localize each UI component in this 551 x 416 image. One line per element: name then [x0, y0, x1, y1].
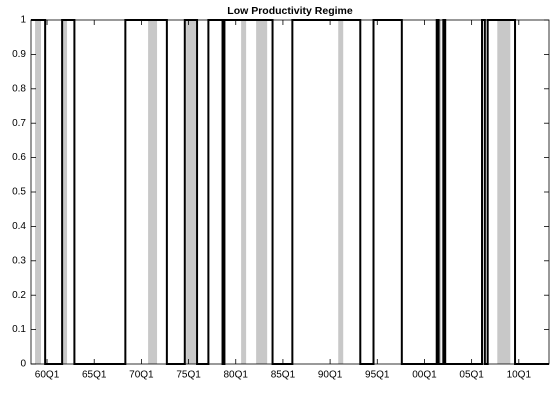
x-tick-label: 05Q1 — [459, 370, 484, 381]
y-tick-label: 0 — [20, 359, 26, 370]
y-tick-label: 0.3 — [12, 255, 26, 266]
y-tick-label: 0.8 — [12, 83, 26, 94]
y-tick-label: 0.5 — [12, 187, 26, 198]
y-tick-label: 0.7 — [12, 118, 26, 129]
recession-band — [497, 20, 511, 364]
x-tick-label: 80Q1 — [224, 370, 249, 381]
x-tick-label: 65Q1 — [82, 370, 107, 381]
recession-band — [256, 20, 268, 364]
recession-band — [148, 20, 158, 364]
y-tick-label: 0.6 — [12, 152, 26, 163]
x-tick-label: 85Q1 — [271, 370, 296, 381]
regime-line — [31, 19, 549, 365]
y-tick-label: 0.1 — [12, 324, 26, 335]
recession-band — [338, 20, 344, 364]
recession-band — [35, 20, 42, 364]
recession-band — [241, 20, 247, 364]
recession-band — [63, 20, 68, 364]
y-tick-label: 0.9 — [12, 49, 26, 60]
x-tick-label: 60Q1 — [35, 370, 60, 381]
y-tick-label: 0.2 — [12, 290, 26, 301]
y-tick-label: 0.4 — [12, 221, 26, 232]
x-tick-label: 10Q1 — [507, 370, 532, 381]
x-tick-label: 70Q1 — [129, 370, 154, 381]
x-tick-label: 90Q1 — [318, 370, 343, 381]
plot-area — [31, 20, 549, 364]
chart-title: Low Productivity Regime — [227, 5, 353, 17]
x-tick-label: 75Q1 — [176, 370, 201, 381]
x-tick-label: 95Q1 — [365, 370, 390, 381]
x-tick-label: 00Q1 — [412, 370, 437, 381]
recession-band — [186, 20, 197, 364]
y-tick-label: 1 — [20, 15, 26, 26]
plot-frame — [30, 19, 550, 365]
